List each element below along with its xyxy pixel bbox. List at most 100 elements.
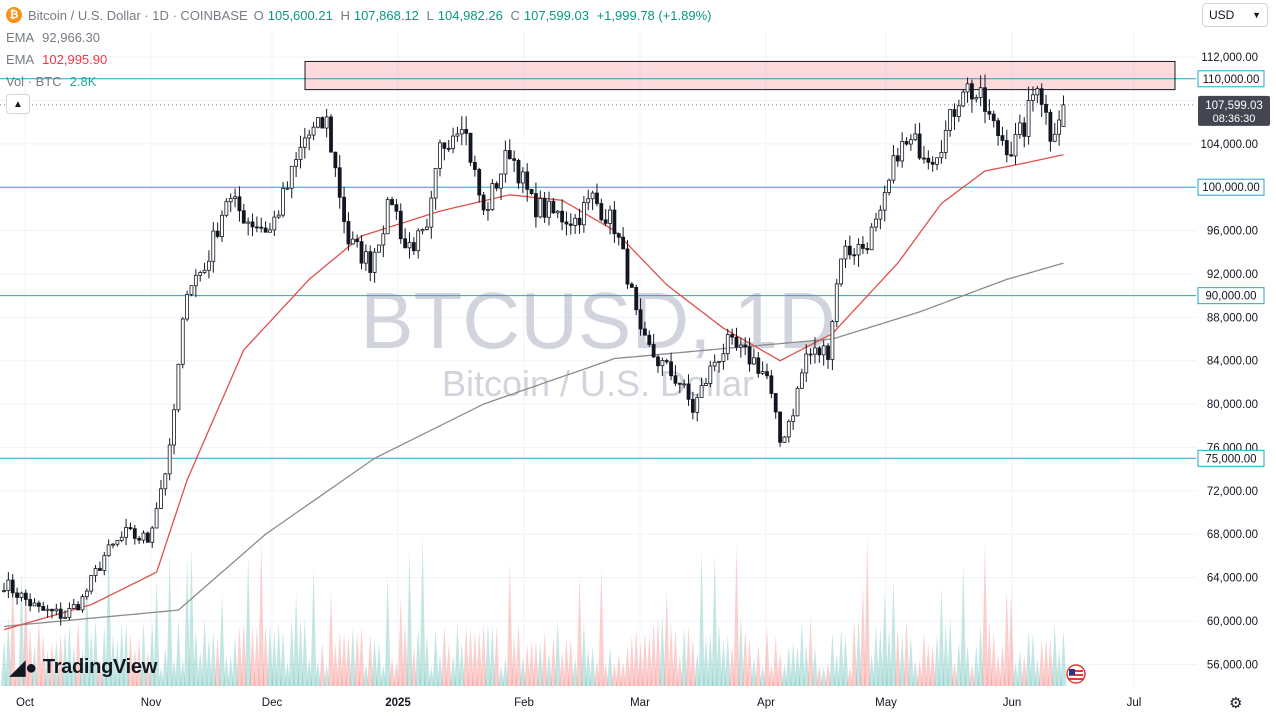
volume-bar [593, 659, 600, 686]
candle-body [154, 507, 159, 529]
volume-bar [118, 622, 125, 686]
candle-body [930, 161, 935, 165]
volume-bar [541, 631, 548, 686]
volume-bar [724, 634, 731, 686]
settings-gear-icon[interactable]: ⚙ [1229, 695, 1243, 712]
volume-bar [179, 658, 186, 686]
candle-body [874, 218, 878, 228]
candle-body [603, 219, 608, 224]
volume-bar [40, 633, 47, 686]
candle-body [529, 188, 534, 194]
candle-body [451, 135, 455, 149]
volume-bar [27, 627, 34, 686]
symbol-title[interactable]: Bitcoin / U.S. Dollar · 1D · COINBASE [28, 7, 248, 23]
candle-body [429, 197, 434, 228]
candle-body [185, 293, 190, 320]
volume-bar [445, 643, 452, 686]
time-tick-label: Mar [630, 697, 650, 709]
volume-bar [410, 646, 417, 686]
candle-body [381, 233, 386, 246]
volume-bar [938, 585, 945, 686]
volume-bar [1047, 639, 1054, 686]
candle-body [268, 229, 272, 233]
price-tick-label: 60,000.00 [1207, 616, 1258, 628]
indicator-ema-2[interactable]: EMA 102,995.90 [6, 48, 716, 70]
volume-bar [580, 622, 587, 686]
candle-body [124, 527, 128, 538]
indicator-volume[interactable]: Vol · BTC 2.8K [6, 70, 716, 92]
currency-select[interactable]: USD ▼ [1202, 3, 1268, 27]
us-flag-icon[interactable] [1062, 664, 1090, 684]
volume-bar [750, 657, 757, 686]
indicator-value: 92,966.30 [42, 29, 101, 45]
volume-bar [537, 641, 544, 686]
volume-bar [964, 645, 971, 686]
price-tick-label: 88,000.00 [1207, 312, 1258, 324]
volume-bar [729, 644, 736, 686]
candle-body [433, 167, 438, 199]
volume-bar [349, 627, 356, 686]
tradingview-mark-icon: ◢● [10, 657, 37, 679]
volume-bar [397, 595, 404, 686]
tradingview-logo[interactable]: ◢● TradingView [10, 655, 157, 680]
volume-bar [53, 638, 60, 686]
change-value: +1,999.78 (+1.89%) [596, 7, 712, 23]
volume-bar [328, 590, 334, 686]
volume-bar [393, 661, 400, 686]
candle-body [961, 91, 966, 107]
candle-body [799, 372, 804, 389]
candle-body [564, 221, 569, 225]
candle-body [808, 353, 813, 356]
candle-body [1013, 133, 1018, 157]
volume-bar [650, 621, 657, 686]
candle-body [1052, 133, 1057, 142]
volume-bar [354, 630, 361, 686]
volume-bar [563, 637, 570, 686]
volume-bar [681, 627, 688, 686]
price-tick-label: 92,000.00 [1207, 269, 1258, 281]
volume-bar [18, 571, 25, 686]
volume-bar [559, 651, 566, 686]
volume-bar [742, 628, 749, 686]
candle-body [207, 260, 211, 271]
candle-body [1061, 104, 1066, 127]
volume-bar [1051, 623, 1058, 686]
volume-bar [83, 575, 90, 686]
volume-bar [92, 617, 99, 686]
volume-bar [925, 643, 932, 686]
candle-body [246, 221, 251, 224]
volume-bar [737, 616, 744, 686]
volume-bar [423, 634, 430, 686]
volume-bar [825, 662, 832, 686]
volume-bar [380, 664, 387, 686]
time-tick-label: Dec [262, 697, 283, 709]
candle-body [948, 109, 953, 131]
volume-bar [1021, 655, 1028, 686]
candle-body [904, 141, 909, 145]
volume-bar [894, 627, 901, 686]
volume-bar [1060, 629, 1067, 686]
candle-body [15, 592, 19, 598]
candle-body [259, 226, 264, 229]
volume-bar [406, 549, 413, 686]
volume-bar [88, 630, 95, 686]
candle-body [507, 150, 512, 160]
collapse-legend-button[interactable]: ▲ [6, 94, 30, 114]
volume-bar [336, 629, 343, 686]
price-tick-label: 104,000.00 [1200, 139, 1258, 151]
candle-body [878, 209, 883, 220]
candle-body [198, 272, 203, 276]
volume-bar [5, 615, 12, 686]
candle-body [643, 328, 647, 336]
candle-body [490, 183, 495, 211]
volume-bar [1008, 592, 1015, 686]
candle-body [172, 409, 176, 446]
candle-body [316, 117, 320, 128]
volume-bar [127, 631, 134, 686]
candle-body [281, 188, 285, 216]
volume-bar [66, 623, 73, 686]
volume-bar [1, 638, 7, 686]
ohlc-values: O 105,600.21 H 107,868.12 L 104,982.26 C 107… [254, 8, 716, 23]
indicator-ema-1[interactable]: EMA 92,966.30 [6, 26, 716, 48]
